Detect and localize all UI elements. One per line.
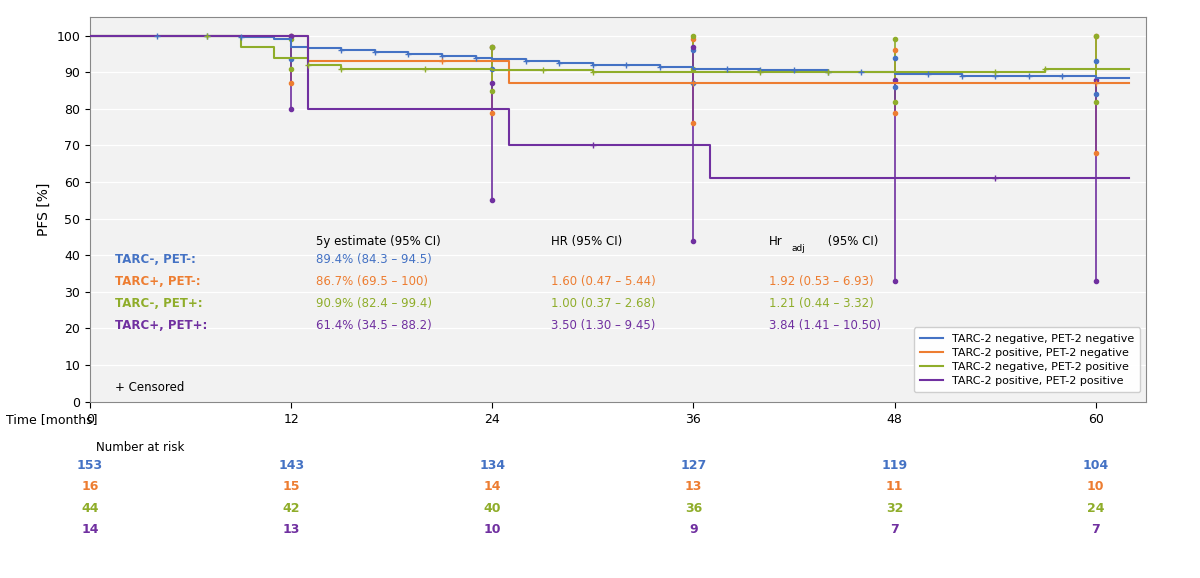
Text: 119: 119	[882, 459, 907, 472]
Text: 1.21 (0.44 – 3.32): 1.21 (0.44 – 3.32)	[769, 297, 874, 310]
Text: 7: 7	[1091, 523, 1100, 536]
Text: (95% CI): (95% CI)	[824, 235, 878, 248]
Text: 127: 127	[680, 459, 707, 472]
Text: 14: 14	[484, 480, 502, 493]
Text: 48: 48	[887, 413, 902, 425]
Text: 10: 10	[1087, 480, 1104, 493]
Text: Hr: Hr	[769, 235, 782, 248]
Text: 12: 12	[283, 413, 299, 425]
Legend: TARC-2 negative, PET-2 negative, TARC-2 positive, PET-2 negative, TARC-2 negativ: TARC-2 negative, PET-2 negative, TARC-2 …	[913, 327, 1140, 392]
Text: 1.00 (0.37 – 2.68): 1.00 (0.37 – 2.68)	[551, 297, 655, 310]
Text: adj: adj	[792, 244, 805, 253]
Text: 60: 60	[1087, 413, 1104, 425]
Text: 24: 24	[1087, 502, 1104, 514]
Text: 9: 9	[689, 523, 697, 536]
Text: 36: 36	[685, 413, 701, 425]
Text: 153: 153	[77, 459, 103, 472]
Text: 32: 32	[886, 502, 904, 514]
Text: 104: 104	[1082, 459, 1109, 472]
Text: 1.60 (0.47 – 5.44): 1.60 (0.47 – 5.44)	[551, 275, 655, 288]
Text: TARC+, PET+:: TARC+, PET+:	[115, 319, 208, 332]
Text: Time [months]: Time [months]	[6, 413, 97, 425]
Text: 14: 14	[82, 523, 98, 536]
Text: Number at risk: Number at risk	[96, 442, 185, 454]
Text: 134: 134	[479, 459, 505, 472]
Text: 5y estimate (95% CI): 5y estimate (95% CI)	[317, 235, 442, 248]
Text: 40: 40	[484, 502, 502, 514]
Text: HR (95% CI): HR (95% CI)	[551, 235, 623, 248]
Text: 24: 24	[485, 413, 500, 425]
Text: 7: 7	[890, 523, 899, 536]
Text: 3.50 (1.30 – 9.45): 3.50 (1.30 – 9.45)	[551, 319, 655, 332]
Text: 13: 13	[685, 480, 702, 493]
Text: 36: 36	[685, 502, 702, 514]
Text: TARC-, PET+:: TARC-, PET+:	[115, 297, 203, 310]
Text: 1.92 (0.53 – 6.93): 1.92 (0.53 – 6.93)	[769, 275, 874, 288]
Text: 3.84 (1.41 – 10.50): 3.84 (1.41 – 10.50)	[769, 319, 881, 332]
Text: 143: 143	[278, 459, 305, 472]
Text: 42: 42	[282, 502, 300, 514]
Text: 11: 11	[886, 480, 904, 493]
Text: TARC-, PET-:: TARC-, PET-:	[115, 253, 196, 266]
Text: 86.7% (69.5 – 100): 86.7% (69.5 – 100)	[317, 275, 428, 288]
Text: 10: 10	[484, 523, 502, 536]
Text: 44: 44	[82, 502, 98, 514]
Text: + Censored: + Censored	[115, 381, 185, 394]
Text: 90.9% (82.4 – 99.4): 90.9% (82.4 – 99.4)	[317, 297, 432, 310]
Text: 89.4% (84.3 – 94.5): 89.4% (84.3 – 94.5)	[317, 253, 432, 266]
Text: 15: 15	[282, 480, 300, 493]
Text: 13: 13	[282, 523, 300, 536]
Text: 61.4% (34.5 – 88.2): 61.4% (34.5 – 88.2)	[317, 319, 432, 332]
Text: TARC+, PET-:: TARC+, PET-:	[115, 275, 200, 288]
Text: 0: 0	[86, 413, 94, 425]
Text: 16: 16	[82, 480, 98, 493]
Y-axis label: PFS [%]: PFS [%]	[37, 183, 50, 236]
